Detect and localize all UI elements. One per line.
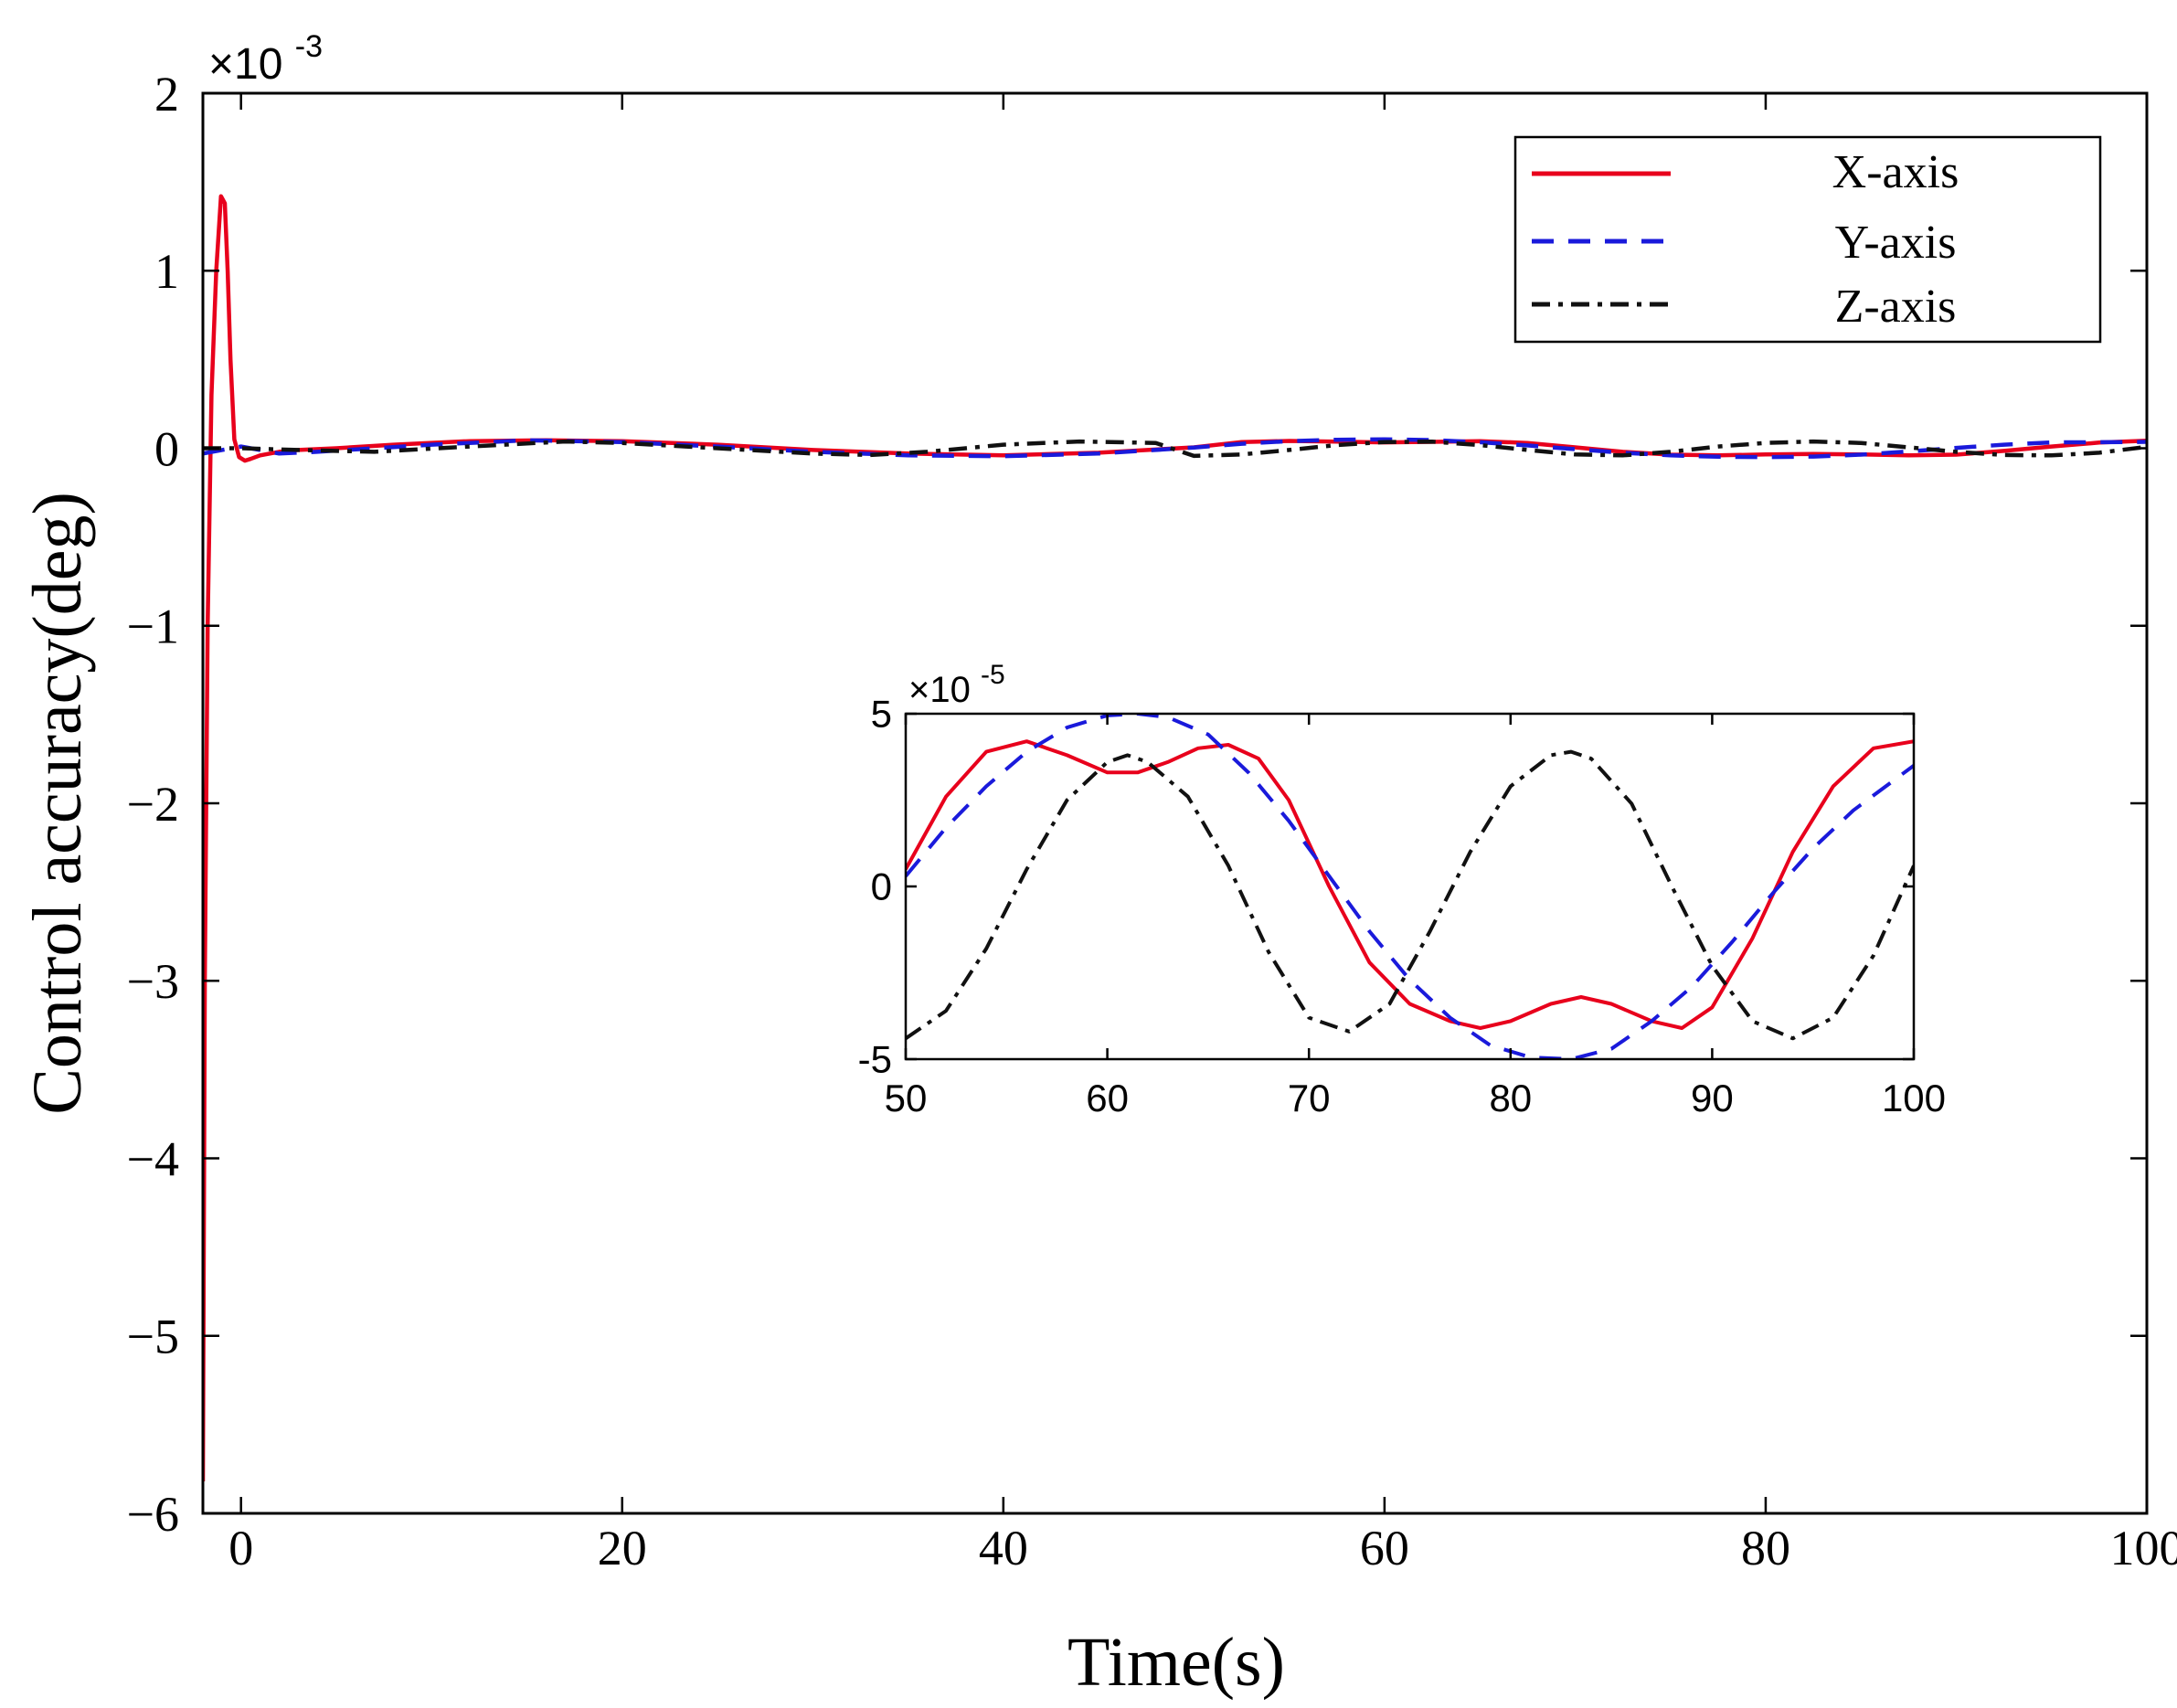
legend-label-z-axis: Z-axis [1835, 281, 1957, 333]
inset-y-tick-label: 0 [871, 865, 892, 908]
legend-label-y-axis: Y-axis [1835, 217, 1957, 269]
inset-chart: 50 60 70 80 90 100 -5 0 5 ×10 -5 [858, 660, 1946, 1119]
x-axis-label: Time(s) [1067, 1624, 1285, 1701]
inset-x-tick-label: 50 [885, 1077, 928, 1119]
main-x-tick-label: 40 [979, 1521, 1028, 1575]
main-chart: 0 20 40 60 80 100 −6 −5 −4 −3 −2 −1 0 1 2 ×10 -3 Time… [19, 29, 2177, 1701]
main-x-tick-label: 0 [228, 1521, 253, 1575]
main-series-z-axis [203, 439, 2147, 459]
inset-y-scale-factor: ×10 -5 [908, 660, 1005, 710]
main-y-tick-label: 1 [154, 244, 179, 299]
inset-x-ticks: 50 60 70 80 90 100 [885, 714, 1946, 1119]
main-x-tick-label: 80 [1741, 1521, 1790, 1575]
main-y-tick-label: −2 [127, 777, 179, 832]
inset-series-y-axis [906, 714, 1914, 1059]
inset-x-tick-label: 70 [1288, 1077, 1331, 1119]
main-y-scale-exponent: -3 [295, 29, 323, 64]
inset-y-scale-exponent: -5 [981, 660, 1005, 690]
main-x-tick-label: 100 [2110, 1521, 2177, 1575]
main-y-tick-label: −4 [127, 1131, 179, 1186]
main-y-tick-label: −6 [127, 1487, 179, 1542]
inset-y-ticks: -5 0 5 [858, 693, 1914, 1081]
main-y-tick-label: 2 [154, 67, 179, 122]
main-y-scale-factor: ×10 -3 [208, 29, 323, 89]
main-y-tick-label: −3 [127, 954, 179, 1009]
main-y-scale-base: ×10 [208, 40, 282, 89]
main-y-ticks: −6 −5 −4 −3 −2 −1 0 1 2 [127, 67, 2147, 1542]
main-x-tick-label: 20 [598, 1521, 647, 1575]
legend: X-axis Y-axis Z-axis [1513, 135, 2102, 344]
legend-box [1513, 135, 2102, 344]
inset-y-tick-label: -5 [858, 1038, 892, 1081]
inset-plot-lines [906, 714, 1914, 1059]
main-y-tick-label: −1 [127, 599, 179, 654]
inset-y-scale-base: ×10 [908, 670, 971, 710]
legend-label-x-axis: X-axis [1832, 146, 1959, 198]
main-x-tick-label: 60 [1360, 1521, 1409, 1575]
inset-x-tick-label: 90 [1691, 1077, 1734, 1119]
main-plot-lines [203, 194, 2147, 1482]
inset-series-z-axis [906, 749, 1914, 1041]
inset-x-tick-label: 80 [1489, 1077, 1532, 1119]
main-series-y-axis [203, 437, 2147, 460]
inset-y-tick-label: 5 [871, 693, 892, 736]
inset-background [906, 714, 1914, 1059]
y-axis-label: Control accuracy(deg) [19, 492, 96, 1115]
main-y-tick-label: 0 [154, 421, 179, 476]
main-x-ticks: 0 20 40 60 80 100 [228, 93, 2177, 1575]
inset-x-tick-label: 60 [1086, 1077, 1129, 1119]
main-y-tick-label: −5 [127, 1310, 179, 1364]
inset-x-tick-label: 100 [1882, 1077, 1946, 1119]
